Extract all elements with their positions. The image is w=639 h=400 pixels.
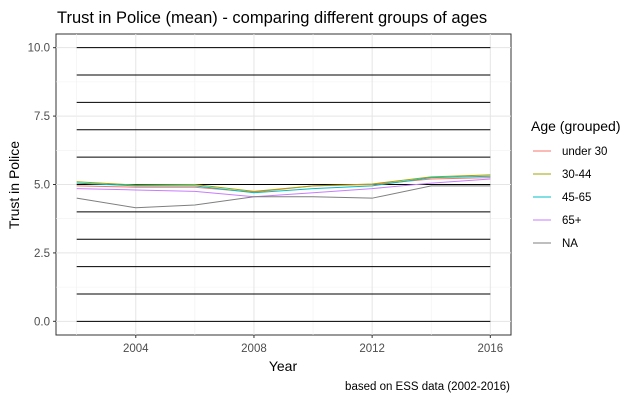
- x-axis-title: Year: [269, 358, 298, 374]
- x-tick-label: 2004: [123, 343, 149, 355]
- reference-lines: [76, 47, 491, 322]
- x-axis: 2004 2008 2012 2016: [123, 335, 503, 355]
- y-tick-label: 5.0: [34, 180, 50, 192]
- y-tick-label: 7.5: [34, 111, 50, 123]
- legend-title: Age (grouped): [531, 118, 621, 134]
- x-tick-label: 2012: [359, 343, 385, 355]
- series-line: [76, 178, 491, 198]
- legend-label: 65+: [562, 215, 582, 227]
- series-line: [76, 175, 491, 194]
- caption: based on ESS data (2002-2016): [345, 381, 510, 393]
- y-axis: 0.0 2.5 5.0 7.5 10.0: [28, 43, 56, 328]
- y-tick-label: 10.0: [28, 43, 50, 55]
- legend-label: 45-65: [562, 192, 591, 204]
- x-tick-label: 2008: [241, 343, 267, 355]
- y-tick-label: 2.5: [34, 248, 50, 260]
- y-axis-title: Trust in Police: [6, 141, 22, 229]
- series-line: [76, 185, 491, 209]
- x-tick-label: 2016: [478, 343, 504, 355]
- legend-label: under 30: [562, 146, 607, 158]
- chart-title: Trust in Police (mean) - comparing diffe…: [57, 9, 487, 27]
- series-line: [76, 174, 491, 192]
- series-lines: [76, 174, 491, 209]
- y-tick-label: 0.0: [34, 316, 50, 328]
- legend-label: 30-44: [562, 169, 592, 181]
- legend-label: NA: [562, 238, 578, 250]
- legend: under 30 30-44 45-65 65+ NA: [533, 146, 607, 250]
